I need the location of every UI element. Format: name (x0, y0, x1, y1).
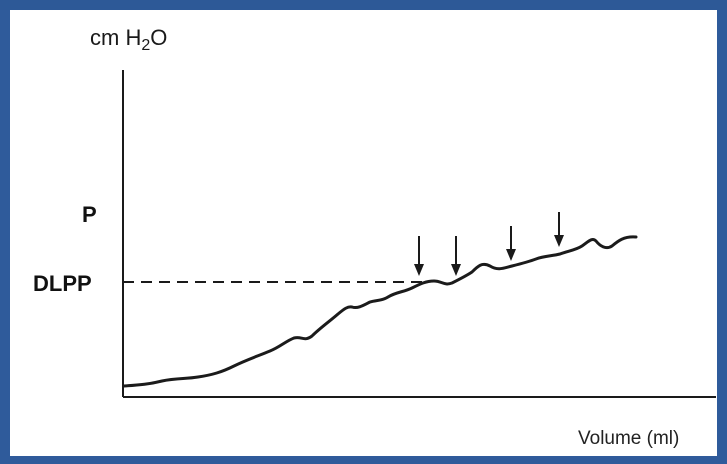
frame-top-border (0, 0, 727, 10)
arrow-4 (554, 212, 564, 247)
x-axis-title: Volume (ml) (578, 428, 679, 449)
y-axis-title: cm H2O (90, 25, 167, 54)
chart-frame (10, 10, 717, 456)
pressure-curve (122, 235, 638, 388)
arrow-3 (506, 226, 516, 261)
arrow-1 (414, 236, 424, 276)
y-axis-title-suffix: O (150, 25, 167, 50)
y-marker-p: P (82, 202, 97, 227)
y-axis-title-sub: 2 (141, 37, 150, 54)
y-axis-title-prefix: cm H (90, 25, 141, 50)
arrow-2 (451, 236, 461, 276)
y-marker-dlpp: DLPP (33, 271, 92, 296)
